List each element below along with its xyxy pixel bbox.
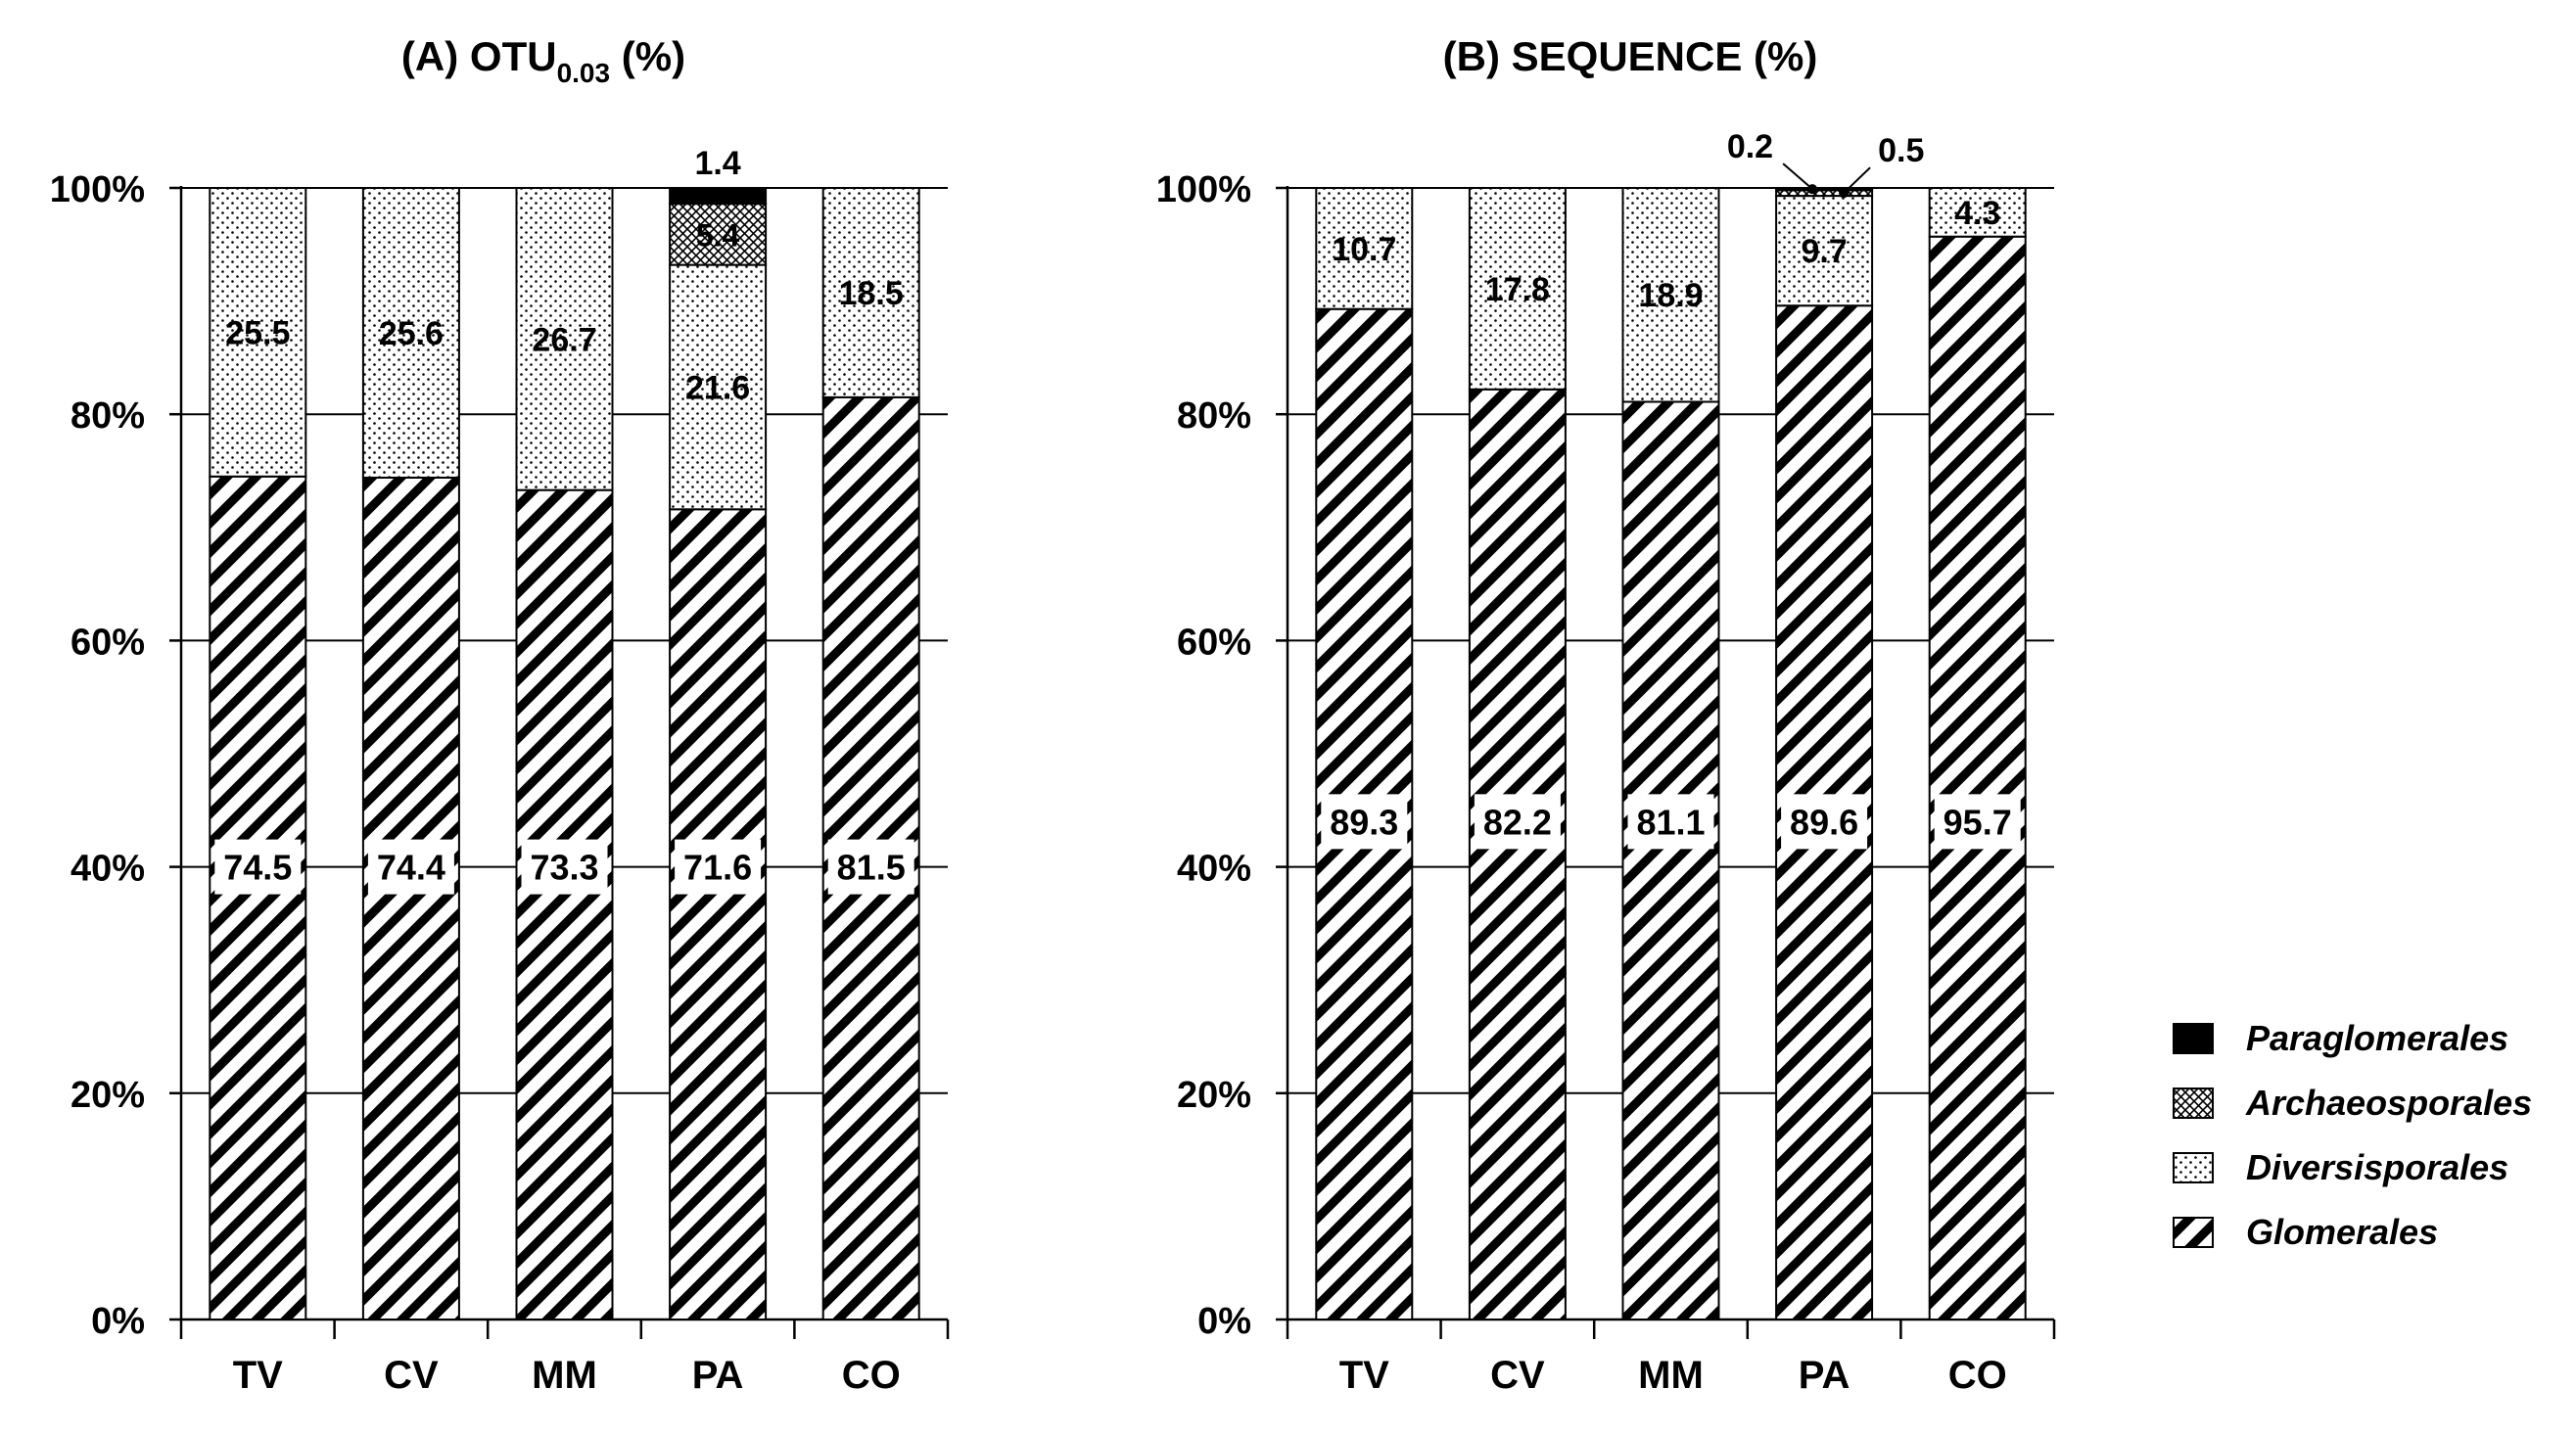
y-tick-label: 100% (1156, 169, 1251, 210)
legend-label-archaeosporales: Archaeosporales (2245, 1083, 2532, 1123)
chart-otu: (A) OTU0.03 (%) 0% 20% 40% 60% 80% 100% TV 74.5 2… (50, 33, 950, 1397)
data-label-box (1627, 794, 1714, 850)
x-tick-label: TV (1339, 1354, 1389, 1397)
bar-glomerales-pa (669, 508, 768, 1320)
bar-glomerales-tv (209, 475, 307, 1320)
bar-diversisporales-tv (1315, 187, 1414, 310)
legend-swatch-diversisporales (2173, 1152, 2214, 1183)
bar-diversisporales-co (1928, 187, 2027, 238)
data-label-archaeosporales: 5.4 (696, 217, 740, 253)
data-label-glomerales: 74.4 (377, 848, 445, 888)
bar-paraglomerales-pa (669, 187, 768, 206)
bar-glomerales-mm (1621, 400, 1720, 1320)
data-label-glomerales: 74.5 (223, 848, 292, 888)
y-tick-label: 20% (70, 1075, 145, 1116)
data-label-box (367, 839, 454, 895)
bar-diversisporales-pa (1775, 195, 1874, 307)
data-label-box (214, 839, 302, 895)
y-tick-label: 80% (1177, 395, 1251, 437)
data-label-archaeosporales: 0.5 (1878, 132, 1924, 169)
data-label-glomerales: 81.5 (837, 848, 906, 888)
data-label-paraglomerales: 1.4 (694, 145, 740, 182)
y-tick-label: 0% (91, 1301, 145, 1342)
data-label-box (1321, 794, 1408, 850)
y-tick-label: 80% (70, 395, 145, 437)
chart-title-main: (B) SEQUENCE (%) (1443, 33, 1818, 79)
chart-title-suffix: (%) (610, 33, 685, 79)
data-label-paraglomerales: 0.2 (1727, 128, 1773, 165)
legend: Paraglomerales Archaeosporales Diversispor… (2173, 1018, 2532, 1252)
x-tick-label: MM (1638, 1354, 1704, 1397)
data-label-glomerales: 73.3 (530, 848, 598, 888)
chart-sequence: (B) SEQUENCE (%) 0% 20% 40% 60% 80% 100% TV 89.3… (1156, 33, 2056, 1397)
data-label-diversisporales: 9.7 (1801, 233, 1847, 270)
data-label-box (827, 839, 914, 895)
bar-diversisporales-cv (1468, 187, 1567, 391)
y-tick-label: 40% (1177, 849, 1251, 890)
y-tick-label: 60% (70, 622, 145, 663)
bar-glomerales-cv (1468, 388, 1567, 1320)
legend-swatch-glomerales (2173, 1217, 2214, 1248)
bar-glomerales-cv (361, 476, 460, 1321)
bar-diversisporales-tv (209, 187, 307, 478)
bar-glomerales-mm (515, 488, 614, 1321)
legend-swatch-archaeosporales (2173, 1088, 2214, 1119)
data-label-box (675, 839, 762, 895)
data-label-box (1474, 794, 1561, 850)
bar-diversisporales-mm (1621, 187, 1720, 403)
data-label-glomerales: 89.3 (1330, 802, 1398, 842)
legend-label-diversisporales: Diversisporales (2246, 1147, 2508, 1187)
x-tick-label: TV (233, 1354, 283, 1397)
x-tick-label: CO (1948, 1354, 2007, 1397)
legend-label-paraglomerales: Paraglomerales (2246, 1018, 2508, 1058)
data-label-diversisporales: 21.6 (685, 369, 750, 406)
data-label-diversisporales: 4.3 (1954, 195, 2000, 232)
x-tick-label: CV (1490, 1354, 1545, 1397)
data-label-glomerales: 71.6 (683, 848, 752, 888)
data-label-diversisporales: 25.5 (225, 314, 290, 351)
data-label-diversisporales: 26.7 (532, 321, 596, 358)
x-tick-label: MM (532, 1354, 597, 1397)
data-label-box (1934, 794, 2021, 850)
x-tick-label: PA (1799, 1354, 1850, 1397)
data-label-glomerales: 95.7 (1944, 802, 2012, 842)
y-tick-label: 100% (50, 169, 145, 210)
bar-diversisporales-mm (515, 187, 614, 491)
data-label-glomerales: 89.6 (1790, 802, 1858, 842)
bar-diversisporales-co (821, 187, 920, 398)
data-label-glomerales: 81.1 (1636, 802, 1705, 842)
chart-title: (A) OTU0.03 (%) (401, 33, 685, 88)
chart-title-subscript: 0.03 (557, 58, 611, 88)
callout-line (1843, 166, 1871, 194)
y-tick-label: 0% (1197, 1301, 1251, 1342)
y-tick-label: 40% (70, 849, 145, 890)
chart-title: (B) SEQUENCE (%) (1443, 33, 1818, 79)
chart-title-main: (A) OTU (401, 33, 557, 79)
data-label-diversisporales: 18.9 (1638, 277, 1703, 314)
bar-archaeosporales-pa (669, 203, 768, 266)
bar-diversisporales-cv (361, 187, 460, 479)
x-tick-label: CO (842, 1354, 901, 1397)
data-label-box (521, 839, 608, 895)
data-label-diversisporales: 18.5 (839, 275, 904, 312)
data-label-diversisporales: 25.6 (379, 315, 444, 352)
legend-label-glomerales: Glomerales (2246, 1212, 2438, 1252)
y-tick-label: 60% (1177, 622, 1251, 663)
bar-paraglomerales-pa (1775, 187, 1874, 192)
data-label-diversisporales: 10.7 (1332, 231, 1396, 268)
data-label-diversisporales: 17.8 (1485, 271, 1550, 308)
data-label-glomerales: 82.2 (1483, 802, 1552, 842)
x-tick-label: CV (384, 1354, 439, 1397)
legend-swatch-paraglomerales (2173, 1023, 2214, 1054)
bar-glomerales-co (1928, 235, 2027, 1320)
y-tick-label: 20% (1177, 1075, 1251, 1116)
x-tick-label: PA (692, 1354, 744, 1397)
data-label-box (1781, 794, 1868, 850)
callout-line (1782, 162, 1813, 190)
